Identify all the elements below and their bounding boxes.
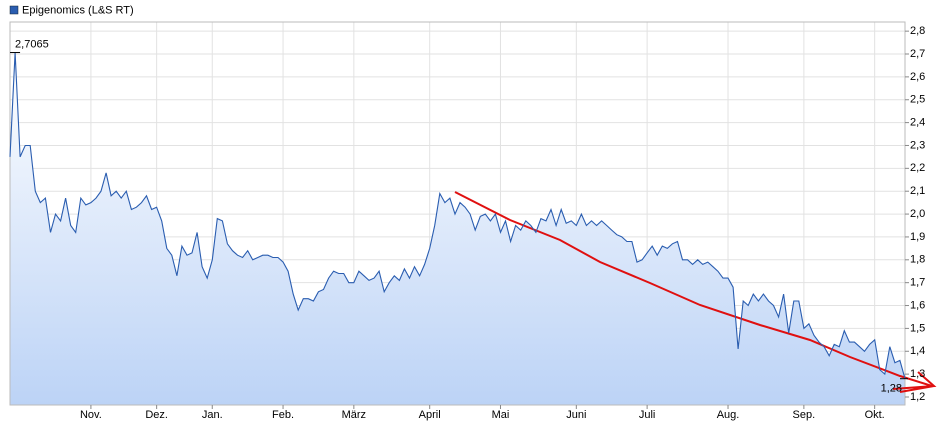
- y-tick-label: 2,7: [910, 48, 925, 60]
- x-tick-label: Feb.: [272, 409, 294, 421]
- x-tick-label: Aug.: [717, 409, 740, 421]
- arrow-head: [892, 371, 937, 393]
- y-tick-label: 1,6: [910, 299, 925, 311]
- y-tick-label: 1,4: [910, 345, 925, 357]
- x-tick-label: Dez.: [145, 409, 168, 421]
- y-tick-label: 2,4: [910, 117, 925, 129]
- y-tick-label: 2,2: [910, 162, 925, 174]
- x-tick-label: Mai: [492, 409, 510, 421]
- plot-frame: [9, 21, 906, 406]
- y-tick-label: 1,3: [910, 368, 925, 380]
- y-tick-label: 2,6: [910, 71, 925, 83]
- y-tick-label: 1,5: [910, 322, 925, 334]
- y-tick-label: 2,8: [910, 25, 925, 37]
- hand-drawn-trend-arrow: [454, 191, 933, 387]
- x-tick-label: April: [419, 409, 441, 421]
- x-tick-label: Sep.: [793, 409, 816, 421]
- y-tick-label: 2,0: [910, 208, 925, 220]
- legend-label: Epigenomics (L&S RT): [22, 4, 134, 16]
- legend-swatch: [9, 5, 19, 15]
- area-layer: [10, 52, 905, 405]
- y-tick-label: 1,8: [910, 254, 925, 266]
- area-fill: [10, 52, 905, 405]
- y-tick-label: 2,5: [910, 94, 925, 106]
- y-tick-label: 2,1: [910, 185, 925, 197]
- x-tick-label: Nov.: [80, 409, 102, 421]
- y-tick-label: 1,7: [910, 277, 925, 289]
- y-tick-label: 2,3: [910, 139, 925, 151]
- x-tick-label: Juli: [639, 409, 656, 421]
- last-label: 1,28: [881, 383, 902, 395]
- max-label: 2,7065: [15, 38, 49, 50]
- price-line: [9, 52, 906, 379]
- x-tick-label: März: [342, 409, 366, 421]
- y-tick-label: 1,9: [910, 231, 925, 243]
- x-tick-label: Okt.: [865, 409, 885, 421]
- y-tick-label: 1,2: [910, 391, 925, 403]
- x-tick-label: Jan.: [202, 409, 223, 421]
- x-tick-label: Juni: [566, 409, 586, 421]
